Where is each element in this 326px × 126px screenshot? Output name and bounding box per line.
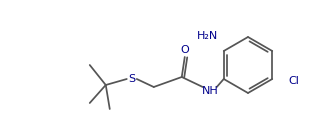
Text: NH: NH: [201, 86, 218, 96]
Text: H₂N: H₂N: [197, 31, 218, 41]
Text: S: S: [128, 74, 135, 84]
Text: Cl: Cl: [288, 76, 299, 86]
Text: O: O: [180, 45, 189, 55]
